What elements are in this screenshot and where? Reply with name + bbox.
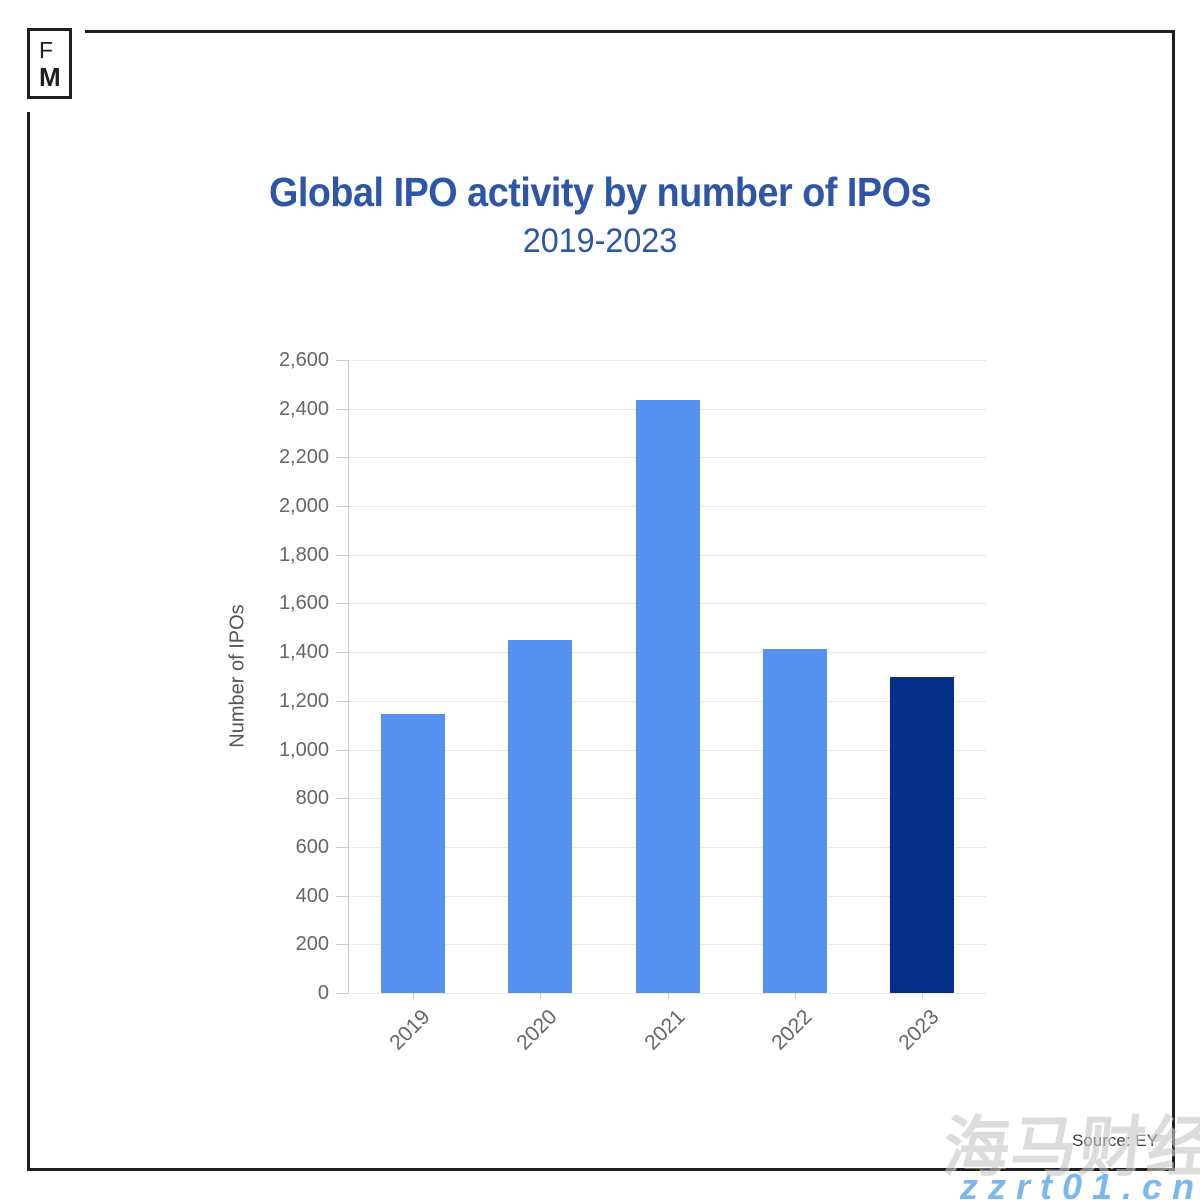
y-tick-mark-1400 [336, 652, 349, 654]
y-tick-mark-800 [336, 798, 349, 800]
x-tick-label-2023: 2023 [894, 1005, 944, 1055]
bar-2022 [762, 648, 827, 993]
frame-border-right [1172, 30, 1175, 1171]
y-tick-mark-400 [336, 895, 349, 897]
y-tick-label-200: 200 [295, 933, 329, 956]
y-tick-label-1000: 1,000 [278, 738, 329, 761]
source-note: Source: EY [1072, 1131, 1158, 1150]
bar-2023 [890, 677, 955, 993]
y-tick-label-2600: 2,600 [278, 349, 329, 371]
frame-border-left [27, 112, 30, 1168]
y-tick-label-1800: 1,800 [278, 543, 329, 566]
x-tick-mark-2023 [922, 993, 924, 999]
y-tick-mark-1000 [336, 749, 349, 751]
bar-2019 [380, 714, 445, 993]
bar-2020 [508, 639, 573, 993]
y-tick-label-2400: 2,400 [278, 397, 329, 420]
y-tick-label-2000: 2,000 [278, 495, 329, 518]
frame-border-bottom [27, 1168, 1175, 1171]
y-tick-mark-1200 [336, 700, 349, 702]
y-tick-mark-2400 [336, 408, 349, 410]
fm-logo: F M [27, 28, 72, 99]
y-tick-label-1400: 1,400 [278, 641, 329, 664]
x-tick-mark-2019 [412, 993, 414, 999]
y-tick-mark-0 [336, 993, 349, 994]
y-tick-mark-2600 [336, 360, 349, 361]
y-tick-label-1200: 1,200 [278, 689, 329, 712]
plot-area: 0 200 400 600 800 1,000 1,200 1,400 1,600 1,800 2,… [279, 349, 986, 1055]
x-tick-label-2020: 2020 [512, 1005, 562, 1055]
page-title: Global IPO activity by number of IPOs [268, 169, 932, 215]
bar-2021 [635, 399, 700, 993]
watermark-url-text: zzrt01.cn [960, 1166, 1200, 1200]
frame-border-top [85, 30, 1175, 33]
gridline-2600 [349, 360, 986, 361]
y-tick-mark-1600 [336, 603, 349, 605]
page-subtitle: 2019-2023 [522, 222, 678, 260]
y-tick-label-600: 600 [295, 835, 329, 858]
y-axis-title: Number of IPOs [226, 604, 249, 748]
y-tick-mark-2000 [336, 506, 349, 508]
x-tick-label-2021: 2021 [639, 1005, 690, 1055]
y-tick-label-0: 0 [317, 982, 329, 1004]
x-tick-label-2019: 2019 [384, 1005, 435, 1055]
x-tick-mark-2021 [667, 993, 669, 999]
logo-letter-m: M [39, 62, 61, 92]
y-tick-mark-2200 [336, 457, 349, 459]
y-tick-label-800: 800 [295, 787, 329, 810]
x-tick-label-2022: 2022 [767, 1005, 817, 1055]
logo-letter-f: F [39, 37, 54, 63]
y-tick-label-400: 400 [295, 884, 329, 907]
y-tick-mark-200 [336, 944, 349, 946]
y-tick-mark-1800 [336, 554, 349, 556]
x-tick-mark-2022 [794, 993, 796, 999]
x-tick-mark-2020 [540, 993, 542, 999]
y-tick-mark-600 [336, 846, 349, 848]
y-tick-label-2200: 2,200 [278, 446, 329, 469]
y-tick-label-1600: 1,600 [278, 592, 329, 615]
